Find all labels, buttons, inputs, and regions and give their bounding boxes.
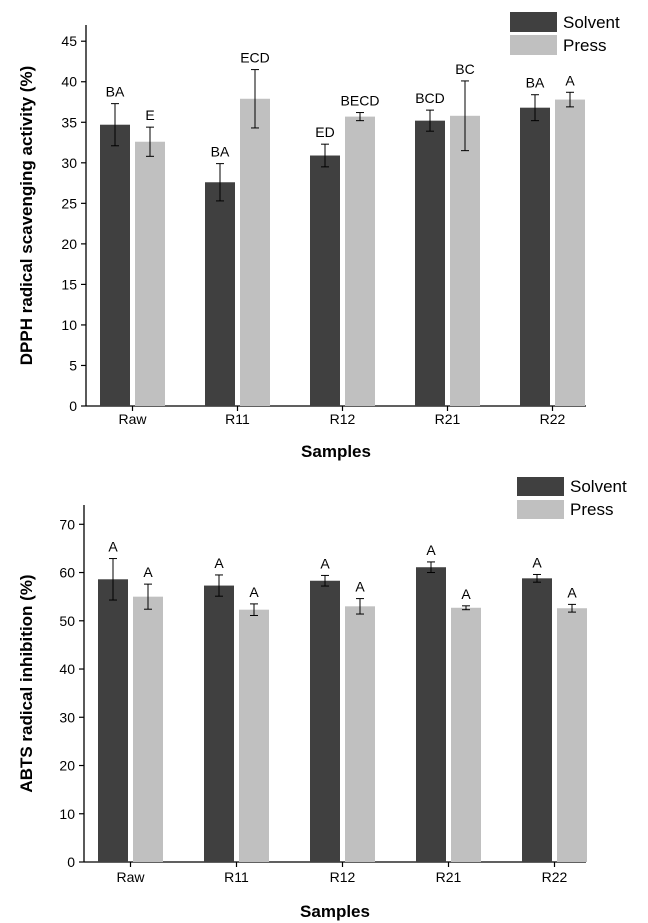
- significance-letter: A: [532, 554, 542, 570]
- bar-press-r12: [345, 606, 375, 862]
- y-tick-label: 25: [61, 195, 77, 211]
- y-tick-label: 15: [61, 276, 77, 292]
- significance-letter: E: [145, 107, 154, 123]
- x-tick-label: Raw: [118, 411, 147, 427]
- significance-letter: BA: [211, 144, 230, 160]
- x-tick-label: R12: [330, 869, 356, 885]
- bar-solvent-raw: [100, 124, 130, 407]
- y-tick-label: 50: [59, 613, 75, 629]
- chart-1: 0 5 10 15 20 25 30 35 40 45 Raw BA E R11 BA ECD R12 ED BEC…: [17, 12, 620, 461]
- bar-solvent-r12: [310, 155, 340, 406]
- y-tick-label: 0: [69, 398, 77, 414]
- legend-swatch-solvent: [517, 477, 564, 496]
- significance-letter: A: [214, 555, 224, 571]
- x-tick-label: R21: [435, 411, 461, 427]
- significance-letter: A: [565, 72, 575, 88]
- bar-solvent-r21: [415, 120, 445, 406]
- significance-letter: A: [426, 542, 436, 558]
- bar-solvent-r11: [205, 182, 235, 406]
- x-tick-label: R11: [224, 869, 249, 885]
- bar-solvent-r21: [416, 567, 446, 862]
- x-tick-label: R21: [436, 869, 462, 885]
- legend-swatch-press: [510, 35, 557, 55]
- y-tick-label: 35: [61, 114, 77, 130]
- significance-letter: A: [143, 564, 153, 580]
- bar-solvent-raw: [98, 579, 128, 862]
- y-tick-label: 40: [61, 74, 77, 90]
- significance-letter: BC: [455, 61, 474, 77]
- legend-swatch-press: [517, 500, 564, 519]
- significance-letter: A: [461, 586, 471, 602]
- legend: Solvent Press: [510, 12, 620, 55]
- x-tick-label: Raw: [116, 869, 145, 885]
- y-axis-title: DPPH radical scavenging activity (%): [17, 66, 36, 366]
- y-tick-label: 0: [67, 854, 75, 870]
- y-tick-label: 70: [59, 516, 75, 532]
- y-tick-label: 30: [59, 709, 75, 725]
- bar-press-r11: [239, 609, 269, 862]
- bar-press-r21: [450, 115, 480, 406]
- y-tick-label: 10: [59, 806, 75, 822]
- bar-press-raw: [133, 596, 163, 862]
- significance-letter: ED: [315, 124, 334, 140]
- x-tick-label: R22: [542, 869, 568, 885]
- significance-letter: BCD: [415, 90, 445, 106]
- bar-press-r21: [451, 607, 481, 862]
- legend-swatch-solvent: [510, 12, 557, 32]
- legend-label-press: Press: [563, 36, 606, 55]
- x-axis-title: Samples: [301, 442, 371, 461]
- bar-press-r22: [557, 608, 587, 862]
- legend-label-solvent: Solvent: [570, 477, 627, 496]
- bar-press-r12: [345, 116, 375, 407]
- bar-press-r22: [555, 99, 585, 406]
- bar-solvent-r12: [310, 580, 340, 862]
- y-tick-label: 60: [59, 565, 75, 581]
- x-tick-label: R22: [540, 411, 566, 427]
- y-tick-label: 10: [61, 317, 77, 333]
- y-tick-label: 20: [61, 236, 77, 252]
- bar-solvent-r22: [520, 107, 550, 406]
- legend-label-press: Press: [570, 500, 613, 519]
- y-axis-title: ABTS radical inhibition (%): [17, 574, 36, 792]
- bar-solvent-r11: [204, 585, 234, 862]
- y-tick-label: 20: [59, 758, 75, 774]
- legend-label-solvent: Solvent: [563, 13, 620, 32]
- significance-letter: BECD: [341, 93, 380, 109]
- y-tick-label: 45: [61, 33, 77, 49]
- legend: Solvent Press: [517, 477, 627, 519]
- x-axis-title: Samples: [300, 902, 370, 921]
- significance-letter: BA: [526, 75, 545, 91]
- y-tick-label: 30: [61, 155, 77, 171]
- bar-press-r11: [240, 98, 270, 407]
- x-tick-label: R12: [330, 411, 356, 427]
- significance-letter: A: [355, 579, 365, 595]
- y-tick-label: 40: [59, 661, 75, 677]
- bar-press-raw: [135, 141, 165, 406]
- significance-letter: A: [567, 584, 577, 600]
- significance-letter: A: [249, 584, 259, 600]
- bar-solvent-r22: [522, 578, 552, 862]
- chart-2: 0 10 20 30 40 50 60 70 Raw A A R11 A A R12 A A R21 A A R22 A A…: [17, 477, 627, 921]
- significance-letter: A: [108, 539, 118, 555]
- significance-letter: BA: [106, 84, 125, 100]
- x-tick-label: R11: [225, 411, 250, 427]
- y-tick-label: 5: [69, 357, 77, 373]
- significance-letter: A: [320, 555, 330, 571]
- significance-letter: ECD: [240, 50, 270, 66]
